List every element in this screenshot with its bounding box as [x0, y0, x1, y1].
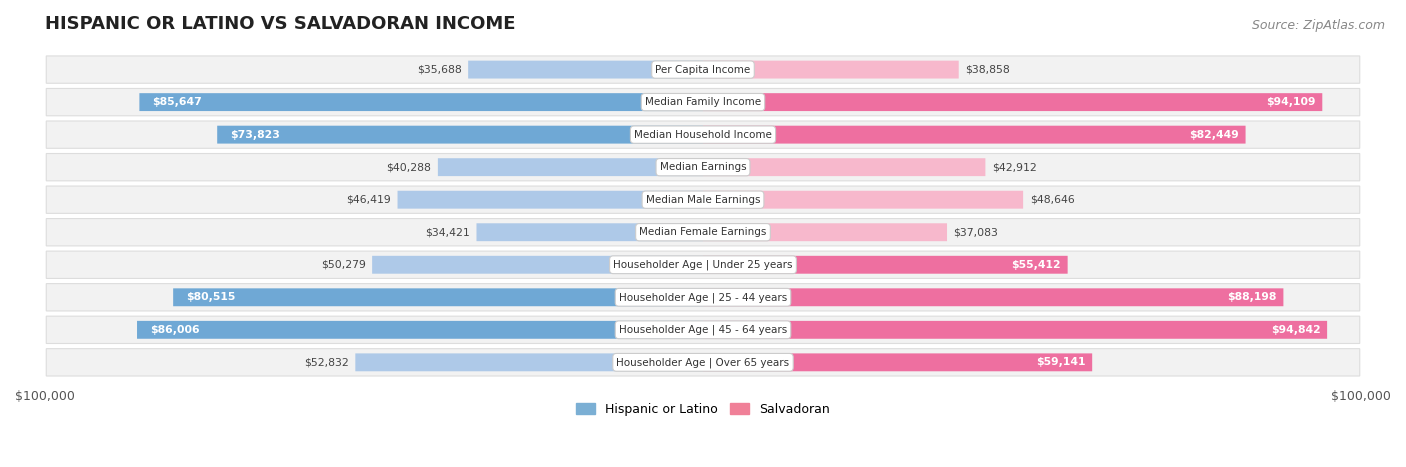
- FancyBboxPatch shape: [703, 256, 1067, 274]
- Text: $80,515: $80,515: [187, 292, 236, 302]
- FancyBboxPatch shape: [398, 191, 703, 209]
- Text: Median Female Earnings: Median Female Earnings: [640, 227, 766, 237]
- Text: $85,647: $85,647: [152, 97, 202, 107]
- FancyBboxPatch shape: [136, 321, 703, 339]
- FancyBboxPatch shape: [46, 186, 1360, 213]
- Text: Median Male Earnings: Median Male Earnings: [645, 195, 761, 205]
- FancyBboxPatch shape: [703, 321, 1327, 339]
- Text: Median Household Income: Median Household Income: [634, 130, 772, 140]
- FancyBboxPatch shape: [46, 121, 1360, 149]
- FancyBboxPatch shape: [46, 88, 1360, 116]
- Text: $37,083: $37,083: [953, 227, 998, 237]
- Text: $82,449: $82,449: [1189, 130, 1239, 140]
- FancyBboxPatch shape: [373, 256, 703, 274]
- Text: $34,421: $34,421: [425, 227, 470, 237]
- Text: Per Capita Income: Per Capita Income: [655, 64, 751, 75]
- FancyBboxPatch shape: [46, 219, 1360, 246]
- Text: $59,141: $59,141: [1036, 357, 1085, 368]
- Text: $48,646: $48,646: [1029, 195, 1074, 205]
- Text: $86,006: $86,006: [150, 325, 200, 335]
- Text: $52,832: $52,832: [304, 357, 349, 368]
- Text: Householder Age | 25 - 44 years: Householder Age | 25 - 44 years: [619, 292, 787, 303]
- FancyBboxPatch shape: [356, 354, 703, 371]
- FancyBboxPatch shape: [437, 158, 703, 176]
- Text: Source: ZipAtlas.com: Source: ZipAtlas.com: [1251, 19, 1385, 32]
- Text: $46,419: $46,419: [346, 195, 391, 205]
- FancyBboxPatch shape: [703, 93, 1322, 111]
- FancyBboxPatch shape: [46, 349, 1360, 376]
- Text: $50,279: $50,279: [321, 260, 366, 270]
- Text: $42,912: $42,912: [993, 162, 1036, 172]
- Legend: Hispanic or Latino, Salvadoran: Hispanic or Latino, Salvadoran: [571, 398, 835, 421]
- FancyBboxPatch shape: [703, 191, 1024, 209]
- Text: $40,288: $40,288: [387, 162, 432, 172]
- Text: $35,688: $35,688: [416, 64, 461, 75]
- FancyBboxPatch shape: [46, 251, 1360, 278]
- FancyBboxPatch shape: [703, 223, 948, 241]
- FancyBboxPatch shape: [477, 223, 703, 241]
- FancyBboxPatch shape: [139, 93, 703, 111]
- Text: $55,412: $55,412: [1011, 260, 1062, 270]
- FancyBboxPatch shape: [46, 283, 1360, 311]
- FancyBboxPatch shape: [468, 61, 703, 78]
- Text: $73,823: $73,823: [231, 130, 280, 140]
- Text: Householder Age | Under 25 years: Householder Age | Under 25 years: [613, 260, 793, 270]
- FancyBboxPatch shape: [46, 56, 1360, 83]
- Text: Householder Age | Over 65 years: Householder Age | Over 65 years: [616, 357, 790, 368]
- Text: Householder Age | 45 - 64 years: Householder Age | 45 - 64 years: [619, 325, 787, 335]
- FancyBboxPatch shape: [703, 354, 1092, 371]
- Text: HISPANIC OR LATINO VS SALVADORAN INCOME: HISPANIC OR LATINO VS SALVADORAN INCOME: [45, 15, 516, 33]
- FancyBboxPatch shape: [703, 158, 986, 176]
- FancyBboxPatch shape: [46, 154, 1360, 181]
- Text: Median Family Income: Median Family Income: [645, 97, 761, 107]
- FancyBboxPatch shape: [703, 61, 959, 78]
- FancyBboxPatch shape: [703, 288, 1284, 306]
- Text: Median Earnings: Median Earnings: [659, 162, 747, 172]
- Text: $38,858: $38,858: [966, 64, 1010, 75]
- FancyBboxPatch shape: [46, 316, 1360, 343]
- Text: $94,842: $94,842: [1271, 325, 1320, 335]
- FancyBboxPatch shape: [703, 126, 1246, 143]
- Text: $88,198: $88,198: [1227, 292, 1277, 302]
- FancyBboxPatch shape: [173, 288, 703, 306]
- Text: $94,109: $94,109: [1267, 97, 1316, 107]
- FancyBboxPatch shape: [217, 126, 703, 143]
